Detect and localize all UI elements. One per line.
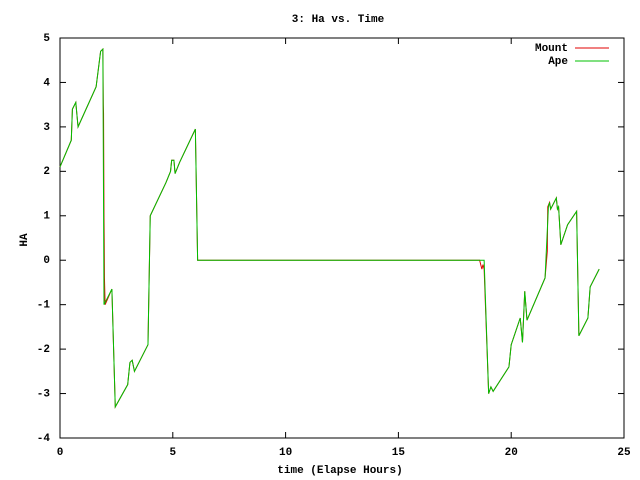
y-tick-label: 5 <box>43 33 50 45</box>
x-tick-label: 10 <box>279 447 292 459</box>
y-tick-label: 4 <box>43 77 50 89</box>
chart-title: 3: Ha vs. Time <box>292 14 385 26</box>
x-tick-label: 15 <box>392 447 406 459</box>
x-tick-label: 20 <box>505 447 518 459</box>
x-tick-label: 0 <box>57 447 64 459</box>
y-tick-label: -2 <box>37 344 50 356</box>
legend-label: Ape <box>548 56 568 68</box>
x-tick-label: 25 <box>617 447 631 459</box>
y-tick-label: 0 <box>43 255 50 267</box>
x-tick-label: 5 <box>169 447 176 459</box>
legend-label: Mount <box>535 43 568 55</box>
y-tick-label: 3 <box>43 122 50 134</box>
y-tick-label: -3 <box>37 388 51 400</box>
x-axis-label: time (Elapse Hours) <box>277 465 402 477</box>
y-axis-label: HA <box>19 233 31 247</box>
y-tick-label: 1 <box>43 211 50 223</box>
y-tick-label: -4 <box>37 433 51 445</box>
plot-border <box>59 37 625 439</box>
series-line <box>59 47 600 409</box>
y-tick-label: 2 <box>43 166 50 178</box>
y-tick-label: -1 <box>37 300 51 312</box>
